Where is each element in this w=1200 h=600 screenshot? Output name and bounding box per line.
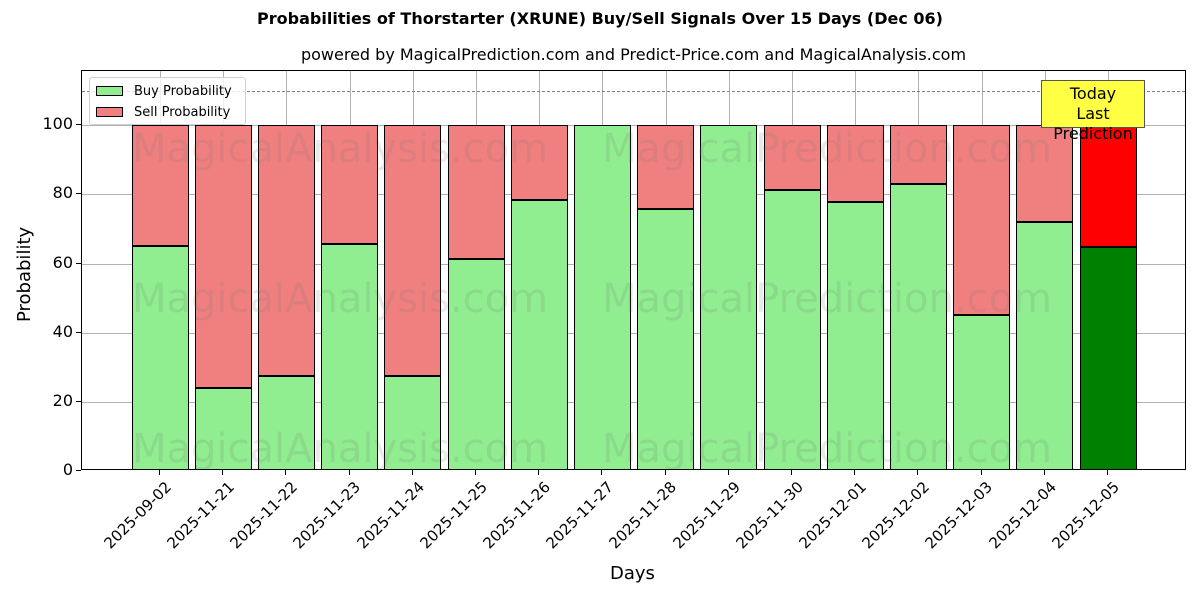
annotation-line1: Today (1069, 84, 1117, 103)
x-tick-label: 2025-11-23 (289, 478, 365, 553)
plot-area: MagicalAnalysis.comMagicalPrediction.com… (81, 70, 1186, 470)
y-tick-label: 40 (52, 321, 73, 341)
bar-sell (131, 125, 189, 247)
bar-buy (637, 208, 695, 469)
x-tick-label: 2025-11-30 (732, 478, 807, 553)
bar-sell (637, 125, 695, 209)
gridline-h (82, 125, 1185, 127)
x-tick-label: 2025-12-05 (1048, 478, 1123, 553)
bar-buy (131, 246, 189, 469)
x-tick-label: 2025-12-03 (921, 478, 997, 553)
x-tick-mark (917, 470, 919, 475)
x-tick-mark (601, 470, 603, 475)
x-tick-label: 2025-11-27 (542, 478, 618, 553)
legend-sell-label: Sell Probability (134, 104, 231, 120)
x-tick-label: 2025-11-25 (416, 478, 491, 553)
y-tick-label: 60 (52, 252, 73, 272)
today-annotation: Today Last Prediction (1041, 80, 1145, 143)
legend-buy-label: Buy Probability (134, 83, 232, 99)
y-axis-title: Probability (14, 226, 35, 322)
chart-title: Probabilities of Thorstarter (XRUNE) Buy… (257, 9, 943, 28)
legend: Buy Probability Sell Probability (89, 77, 246, 125)
bar-sell (384, 125, 442, 376)
bar-buy (700, 125, 758, 469)
bar-sell (1079, 125, 1137, 247)
x-tick-mark (538, 470, 540, 475)
legend-item-sell: Sell Probability (96, 104, 230, 120)
bar-sell (321, 125, 379, 244)
bar-sell (257, 125, 315, 376)
x-tick-mark (664, 470, 666, 475)
gridline-h (82, 332, 1185, 334)
x-tick-label: 2025-11-22 (226, 478, 302, 553)
x-tick-label: 2025-12-02 (858, 478, 934, 553)
y-tick-mark (76, 400, 81, 402)
y-tick-mark (76, 470, 81, 471)
bar-buy (510, 200, 568, 469)
buy-swatch-icon (96, 86, 123, 96)
bar-sell (510, 125, 568, 201)
x-tick-label: 2025-11-26 (479, 478, 554, 553)
x-tick-mark (791, 470, 792, 475)
x-tick-mark (411, 470, 413, 475)
annotation-line2: Last Prediction (1053, 104, 1133, 143)
bar-sell (194, 125, 252, 389)
bar-buy (763, 190, 821, 469)
bar-buy (447, 258, 505, 469)
bar-sell (889, 125, 947, 185)
x-tick-mark (1043, 470, 1045, 475)
x-tick-label: 2025-12-04 (985, 478, 1060, 553)
bar-buy (826, 201, 884, 469)
gridline-h (82, 194, 1185, 196)
chart-subtitle: powered by MagicalPrediction.com and Pre… (300, 45, 967, 64)
x-tick-mark (980, 470, 982, 475)
bar-buy (321, 243, 379, 469)
bar-sell (953, 125, 1011, 315)
x-tick-mark (222, 470, 224, 475)
bar-buy (257, 375, 315, 469)
bar-buy (953, 314, 1011, 469)
x-axis-title: Days (610, 563, 655, 584)
sell-swatch-icon (96, 107, 123, 117)
bar-buy (384, 375, 442, 469)
bar-buy (1016, 221, 1074, 469)
gridline-h (82, 401, 1185, 403)
bar-sell (447, 125, 505, 259)
x-tick-mark (475, 470, 476, 475)
x-tick-mark (854, 470, 856, 475)
gridline-h (82, 263, 1185, 265)
bar-buy (194, 388, 252, 469)
bar-sell (1016, 125, 1074, 222)
x-tick-label: 2025-11-24 (353, 478, 428, 553)
x-tick-mark (348, 470, 350, 475)
x-tick-label: 2025-11-21 (163, 478, 238, 553)
y-tick-mark (76, 262, 81, 264)
reference-line (82, 90, 1185, 92)
legend-item-buy: Buy Probability (96, 83, 232, 99)
x-tick-mark (727, 470, 729, 475)
bar-sell (763, 125, 821, 191)
bar-buy (573, 125, 631, 469)
y-tick-label: 80 (52, 183, 73, 203)
bar-sell (826, 125, 884, 202)
x-tick-label: 2025-12-01 (795, 478, 870, 553)
bar-buy (1079, 246, 1137, 469)
y-tick-label: 100 (42, 114, 73, 134)
y-tick-mark (76, 193, 81, 195)
y-tick-mark (76, 331, 81, 333)
x-tick-label: 2025-11-29 (669, 478, 744, 553)
x-tick-label: 2025-09-02 (100, 478, 175, 553)
y-tick-mark (76, 124, 81, 126)
x-tick-mark (285, 470, 287, 475)
x-tick-mark (1107, 470, 1108, 475)
x-tick-label: 2025-11-28 (605, 478, 681, 553)
x-tick-mark (159, 470, 160, 475)
y-tick-label: 20 (52, 390, 73, 410)
y-tick-label: 0 (62, 460, 73, 479)
bar-buy (889, 184, 947, 469)
